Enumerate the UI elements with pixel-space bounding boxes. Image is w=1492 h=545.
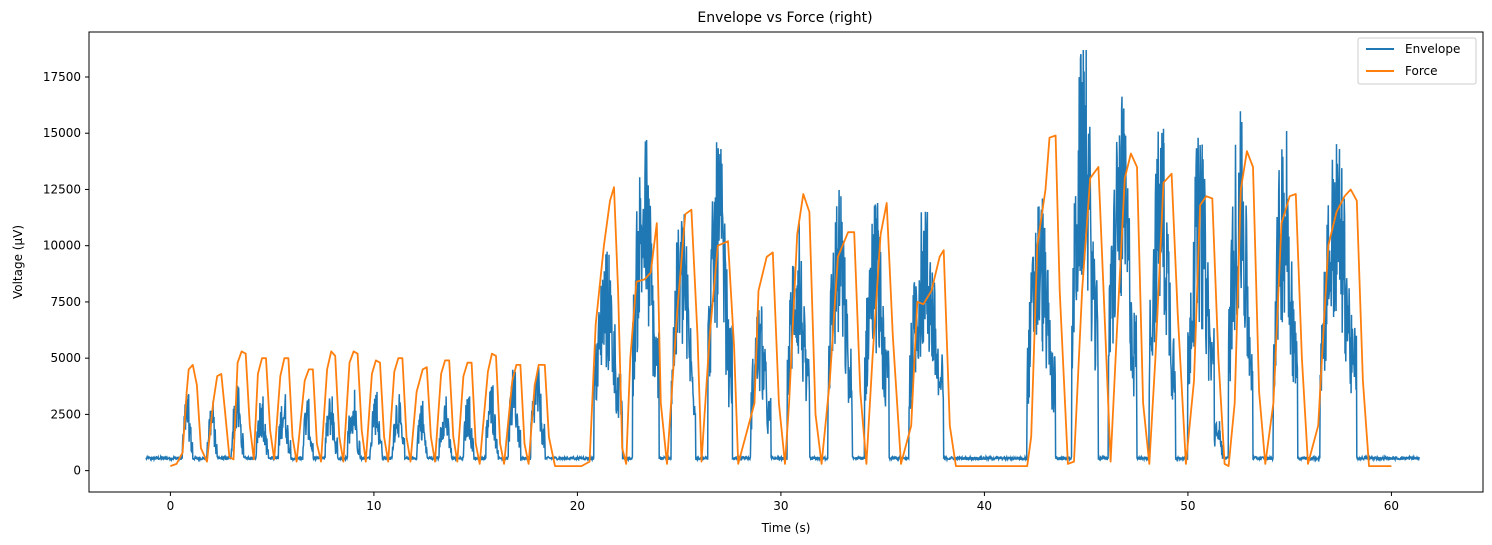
plot-frame: [88, 31, 1484, 493]
chart-title: Envelope vs Force (right): [697, 10, 872, 26]
x-tick-label: 10: [366, 499, 381, 513]
y-tick-label: 10000: [43, 239, 81, 253]
x-tick-label: 60: [1384, 499, 1399, 513]
y-tick-label: 5000: [50, 351, 81, 365]
x-tick-label: 20: [570, 499, 585, 513]
y-tick-label: 12500: [43, 182, 81, 196]
series-line-envelope: [145, 49, 1421, 463]
x-tick-label: 0: [167, 499, 175, 513]
y-tick-label: 7500: [50, 295, 81, 309]
x-tick-label: 30: [773, 499, 788, 513]
y-tick-label: 0: [73, 464, 81, 478]
series-line-force: [170, 134, 1392, 467]
legend-label-force: Force: [1405, 64, 1437, 78]
x-axis-label: Time (s): [761, 521, 811, 535]
x-axis: 0 10 20 30 40 50 60: [167, 492, 1399, 513]
legend-label-envelope: Envelope: [1405, 42, 1460, 56]
y-axis-label: Voltage (μV): [11, 225, 25, 299]
y-axis: 0 2500 5000 7500 10000 12500 15000 17500: [43, 70, 89, 478]
plot-area: [145, 49, 1421, 467]
y-tick-label: 15000: [43, 126, 81, 140]
x-tick-label: 50: [1180, 499, 1195, 513]
y-tick-label: 2500: [50, 407, 81, 421]
legend: Envelope Force: [1357, 37, 1477, 85]
y-tick-label: 17500: [43, 70, 81, 84]
x-tick-label: 40: [977, 499, 992, 513]
